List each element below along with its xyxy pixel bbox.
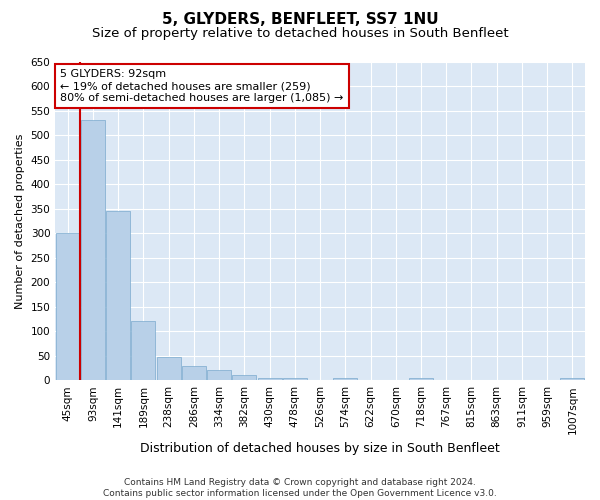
X-axis label: Distribution of detached houses by size in South Benfleet: Distribution of detached houses by size …	[140, 442, 500, 455]
Text: 5 GLYDERS: 92sqm
← 19% of detached houses are smaller (259)
80% of semi-detached: 5 GLYDERS: 92sqm ← 19% of detached house…	[61, 70, 344, 102]
Bar	[106, 211, 130, 380]
Text: Size of property relative to detached houses in South Benfleet: Size of property relative to detached ho…	[92, 28, 508, 40]
Text: Contains HM Land Registry data © Crown copyright and database right 2024.
Contai: Contains HM Land Registry data © Crown c…	[103, 478, 497, 498]
Bar	[81, 120, 105, 380]
Bar	[560, 378, 584, 380]
Text: 5, GLYDERS, BENFLEET, SS7 1NU: 5, GLYDERS, BENFLEET, SS7 1NU	[161, 12, 439, 28]
Bar	[157, 358, 181, 380]
Bar	[334, 378, 357, 380]
Bar	[56, 233, 80, 380]
Bar	[283, 378, 307, 380]
Bar	[232, 376, 256, 380]
Bar	[207, 370, 231, 380]
Bar	[182, 366, 206, 380]
Y-axis label: Number of detached properties: Number of detached properties	[15, 133, 25, 308]
Bar	[131, 322, 155, 380]
Bar	[409, 378, 433, 380]
Bar	[257, 378, 281, 380]
